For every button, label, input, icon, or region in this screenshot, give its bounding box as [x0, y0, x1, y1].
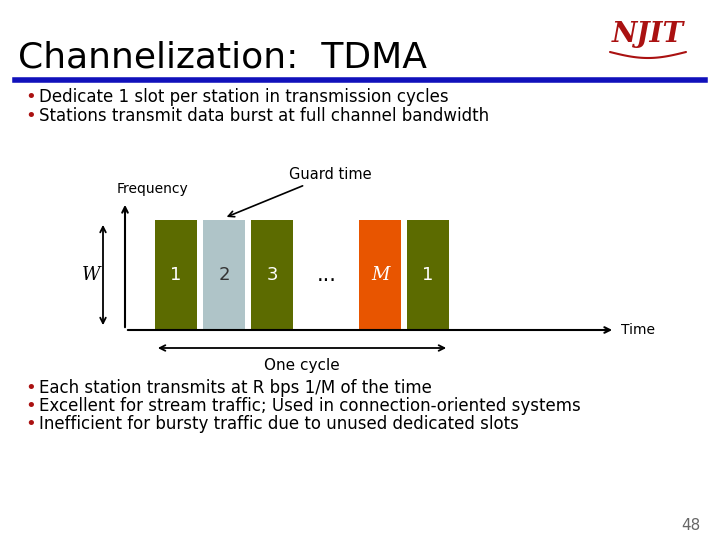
Text: •: • — [25, 397, 36, 415]
Text: ...: ... — [317, 265, 337, 285]
Text: Each station transmits at R bps 1/M of the time: Each station transmits at R bps 1/M of t… — [39, 379, 432, 397]
Text: 48: 48 — [680, 518, 700, 534]
Text: M: M — [371, 266, 390, 284]
Text: Channelization:  TDMA: Channelization: TDMA — [18, 41, 427, 75]
Bar — [155, 220, 197, 330]
Text: •: • — [25, 379, 36, 397]
Text: Inefficient for bursty traffic due to unused dedicated slots: Inefficient for bursty traffic due to un… — [39, 415, 519, 433]
Text: W: W — [82, 266, 100, 284]
Text: NJIT: NJIT — [612, 21, 684, 48]
Text: Stations transmit data burst at full channel bandwidth: Stations transmit data burst at full cha… — [39, 107, 489, 125]
Text: Excellent for stream traffic; Used in connection-oriented systems: Excellent for stream traffic; Used in co… — [39, 397, 581, 415]
Text: Time: Time — [621, 323, 655, 337]
Text: 3: 3 — [266, 266, 278, 284]
Text: 2: 2 — [218, 266, 230, 284]
Text: •: • — [25, 88, 36, 106]
Bar — [203, 220, 245, 330]
Text: •: • — [25, 415, 36, 433]
Text: Dedicate 1 slot per station in transmission cycles: Dedicate 1 slot per station in transmiss… — [39, 88, 449, 106]
Text: Frequency: Frequency — [117, 182, 189, 196]
Text: 1: 1 — [171, 266, 181, 284]
Text: 1: 1 — [423, 266, 433, 284]
Text: Guard time: Guard time — [228, 167, 372, 217]
Text: One cycle: One cycle — [264, 358, 340, 373]
Text: •: • — [25, 107, 36, 125]
Bar — [251, 220, 293, 330]
Bar — [407, 220, 449, 330]
Bar — [359, 220, 401, 330]
